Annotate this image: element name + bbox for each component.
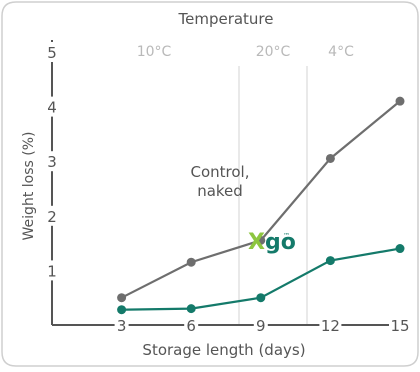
xgo-data-point [325, 256, 335, 266]
x-tick-label: 6 [186, 317, 196, 335]
y-tick-label: 2 [47, 208, 57, 226]
y-tick-label: 1 [47, 262, 57, 280]
xgo-data-point [117, 305, 127, 315]
y-tick-label: 3 [47, 153, 57, 171]
control-naked-data-point [325, 153, 335, 163]
xgo-logo: Xgo ™ [248, 230, 296, 255]
card-border [1, 1, 419, 367]
control-naked-data-point [256, 235, 266, 245]
xgo-logo-tm: ™ [283, 232, 290, 240]
x-tick-label: 15 [390, 317, 409, 335]
xgo-logo-x: X [248, 230, 265, 255]
zone-label-4c: 4°C [328, 44, 354, 60]
control-label-line2: naked [197, 182, 243, 200]
y-tick-label: 4 [47, 99, 57, 117]
xgo-data-point [186, 304, 196, 314]
control-naked-data-point [395, 96, 405, 106]
control-naked-data-point [186, 257, 196, 267]
x-tick-label: 3 [117, 317, 127, 335]
xgo-logo-go: go [265, 230, 296, 255]
x-tick-label: 12 [321, 317, 340, 335]
x-axis-label: Storage length (days) [142, 341, 305, 359]
zone-label-20c: 20°C [256, 44, 291, 60]
chart-title: Temperature [177, 10, 273, 28]
y-tick-label: 5 [47, 44, 57, 62]
svg-text:Xgo: Xgo [248, 230, 296, 255]
control-label-line1: Control, [191, 163, 250, 181]
xgo-data-point [256, 293, 266, 303]
y-axis-label: Weight loss (%) [21, 132, 37, 241]
axes: 5 4 3 2 1 3 6 9 12 15 [47, 40, 410, 335]
control-naked-data-point [117, 293, 127, 303]
zone-label-10c: 10°C [137, 44, 172, 60]
x-tick-label: 9 [256, 317, 266, 335]
series-layer [117, 96, 405, 315]
xgo-data-point [395, 244, 405, 254]
